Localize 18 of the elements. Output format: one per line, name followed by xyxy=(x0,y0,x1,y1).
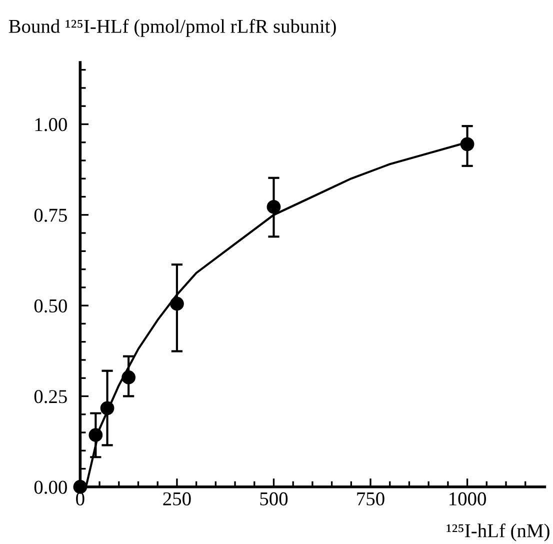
x-tick-label: 750 xyxy=(357,492,384,506)
point xyxy=(73,480,88,494)
x-tick-label: 1000 xyxy=(450,492,486,506)
point xyxy=(460,137,474,152)
x-tick-label: 250 xyxy=(163,492,191,506)
x-axis-title: ¹²⁵I-hLf (nM) xyxy=(446,523,550,542)
point xyxy=(100,401,114,416)
point xyxy=(88,428,103,442)
y-tick-label: 0.50 xyxy=(34,299,67,313)
point xyxy=(170,296,184,311)
point xyxy=(266,200,281,214)
y-tick-label: 1.00 xyxy=(35,118,67,132)
y-tick-label: 0.75 xyxy=(34,208,67,222)
x-tick-label: 500 xyxy=(260,492,288,506)
y-tick-label: 0.25 xyxy=(34,390,67,404)
point xyxy=(122,370,136,384)
y-tick-label: 0.00 xyxy=(34,480,67,494)
y-axis-title: Bound ¹²⁵I-HLf (pmol/pmol rLfR subunit) xyxy=(8,19,336,37)
